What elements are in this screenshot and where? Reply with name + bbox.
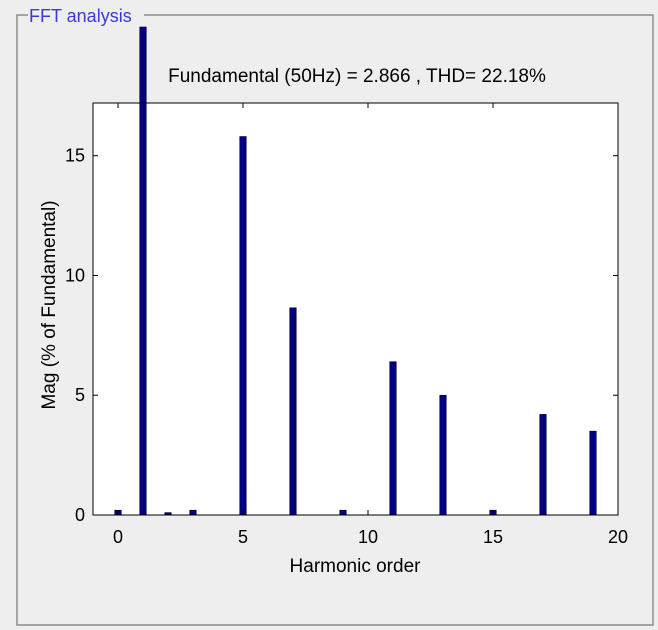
plot-border [92, 102, 619, 516]
plot-area [93, 103, 618, 515]
y-tick-label: 0 [75, 505, 85, 525]
bar-harmonic-1 [139, 26, 147, 516]
ticks-layer: 0 5 10 15 20 0 5 10 15 [65, 103, 628, 547]
bar-harmonic-17 [539, 414, 547, 516]
x-axis-label: Harmonic order [290, 556, 422, 577]
panel-frame [16, 14, 654, 626]
bar-harmonic-19 [589, 430, 597, 516]
bar-harmonic-5 [239, 136, 247, 516]
x-tick-label: 10 [358, 527, 378, 547]
y-tick-label: 15 [65, 146, 85, 166]
x-tick-label: 20 [608, 527, 628, 547]
bar-harmonic-11 [389, 361, 397, 516]
y-tick-label: 10 [65, 265, 85, 285]
bar-harmonic-13 [439, 394, 447, 516]
bar-harmonic-3 [189, 509, 197, 516]
x-tick-label: 15 [483, 527, 503, 547]
bar-harmonic-7 [289, 307, 297, 516]
bar-harmonic-9 [339, 509, 347, 516]
x-tick-label: 0 [113, 527, 123, 547]
y-tick-label: 5 [75, 385, 85, 405]
panel-title: FFT analysis [29, 6, 132, 26]
chart-title: Fundamental (50Hz) = 2.866 , THD= 22.18% [168, 66, 546, 87]
y-axis-label: Mag (% of Fundamental) [39, 200, 60, 409]
x-tick-label: 5 [238, 527, 248, 547]
